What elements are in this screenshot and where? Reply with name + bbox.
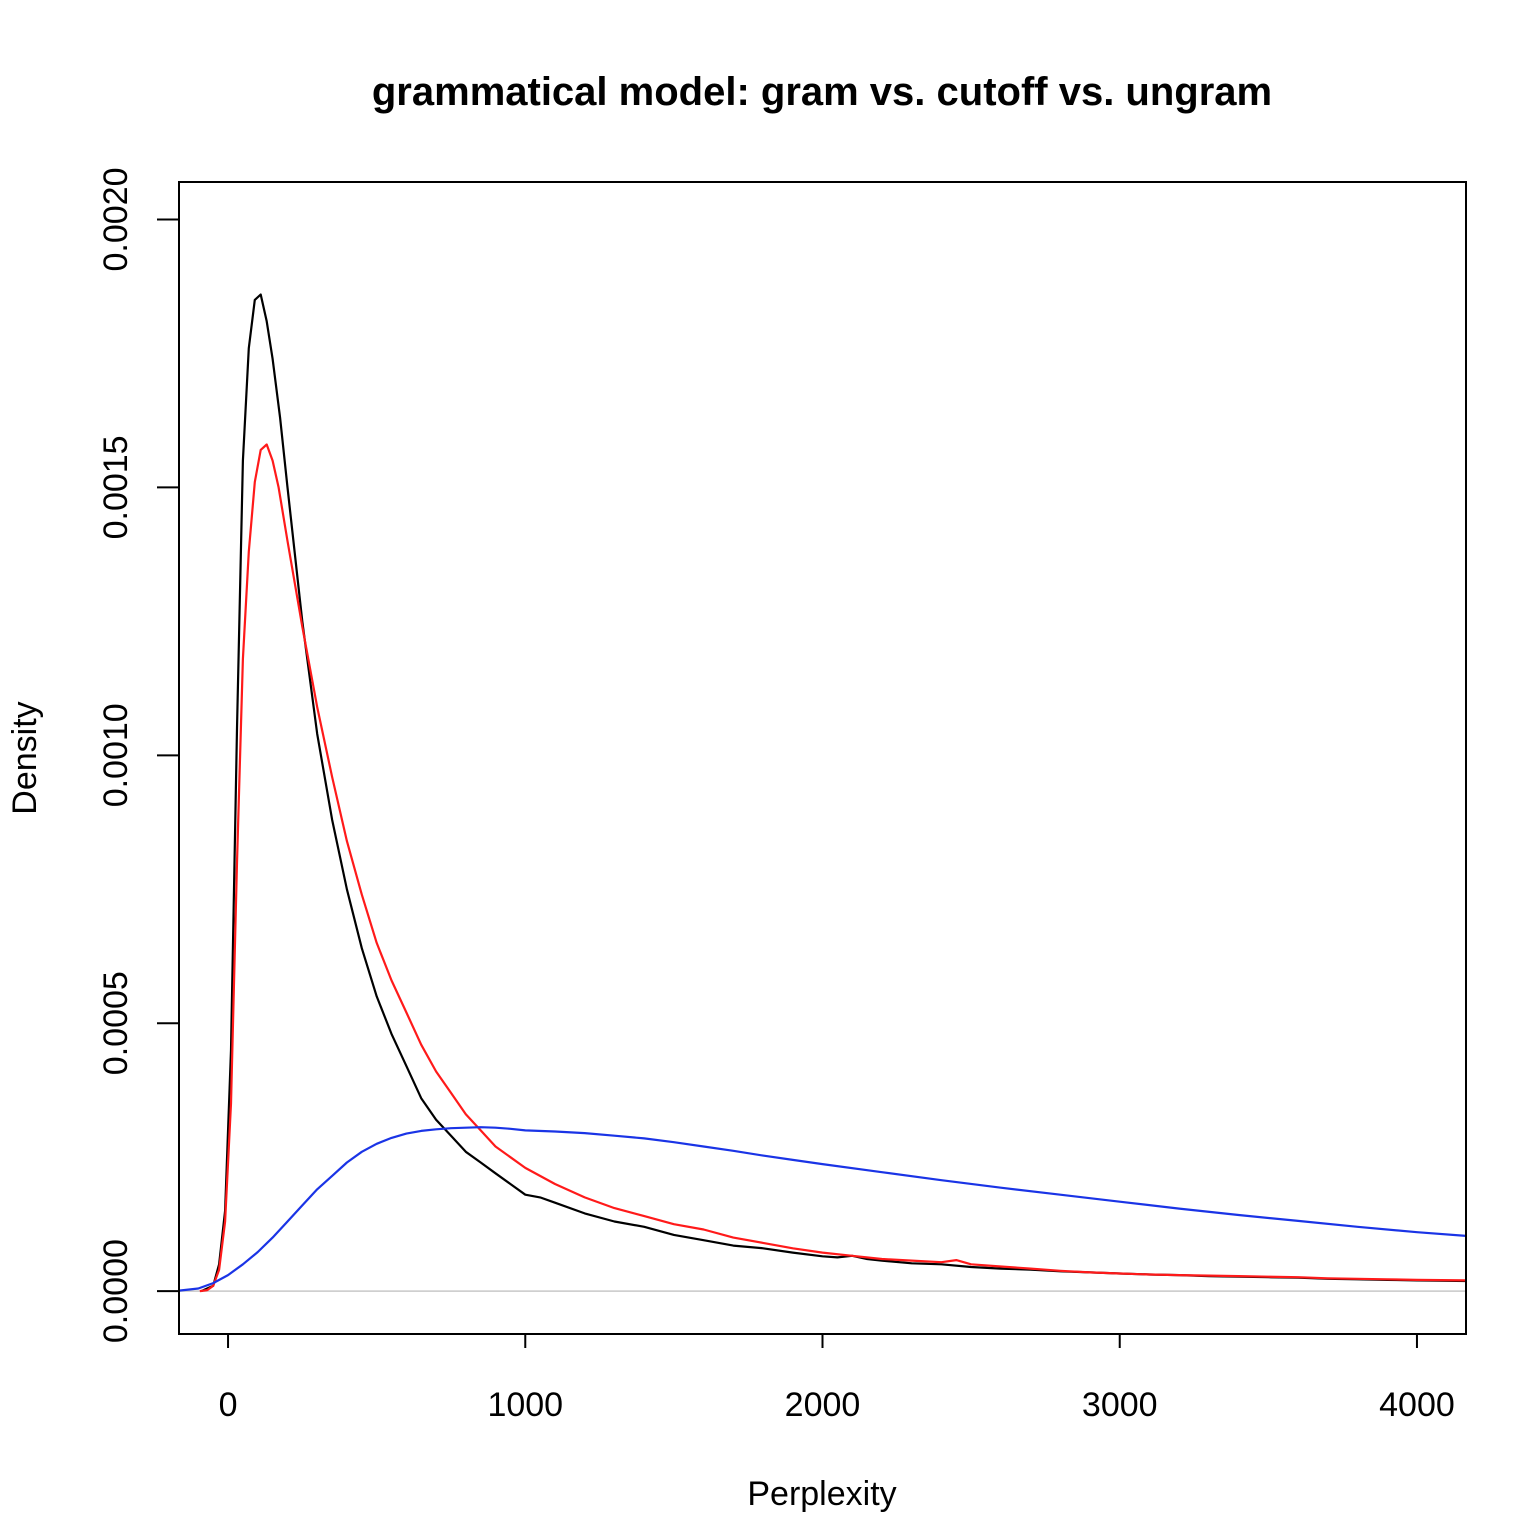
- x-tick-label: 4000: [1379, 1386, 1455, 1424]
- x-axis-title: Perplexity: [747, 1475, 896, 1513]
- x-axis: 0 1000 2000 3000 4000: [219, 1333, 1455, 1424]
- cutoff-density-line: [199, 443, 1466, 1293]
- y-tick-label: 0.0015: [97, 435, 135, 539]
- ungram-density-line: [179, 1126, 1466, 1292]
- x-tick-label: 2000: [785, 1386, 861, 1424]
- y-tick-label: 0.0000: [97, 1239, 135, 1343]
- x-tick-label: 1000: [487, 1386, 563, 1424]
- gram-density-line: [200, 293, 1466, 1293]
- series-layer: [179, 293, 1466, 1293]
- chart-title: grammatical model: gram vs. cutoff vs. u…: [372, 70, 1272, 114]
- x-tick-label: 3000: [1082, 1386, 1158, 1424]
- y-axis: 0.0000 0.0005 0.0010 0.0015 0.0020: [97, 168, 180, 1343]
- x-tick-label: 0: [219, 1386, 238, 1424]
- y-axis-title: Density: [6, 701, 44, 814]
- y-tick-label: 0.0020: [97, 168, 135, 272]
- y-tick-label: 0.0005: [97, 971, 135, 1075]
- y-tick-label: 0.0010: [97, 703, 135, 807]
- plot-frame: [178, 181, 1467, 1335]
